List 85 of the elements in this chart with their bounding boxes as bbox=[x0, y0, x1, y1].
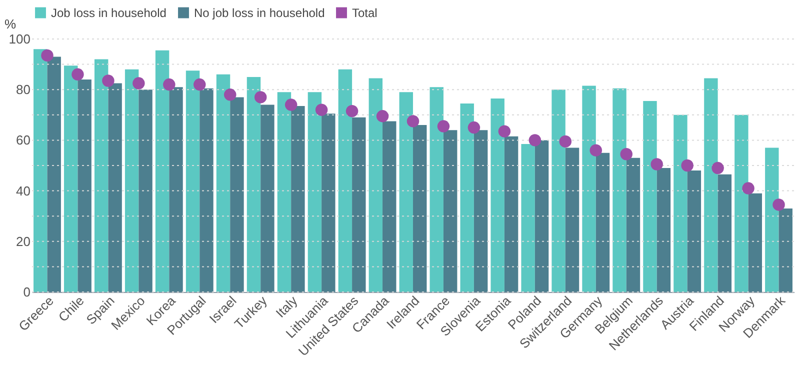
point bbox=[559, 135, 572, 148]
point bbox=[681, 159, 694, 172]
point bbox=[772, 198, 785, 211]
bar bbox=[490, 98, 504, 292]
bar bbox=[155, 50, 170, 292]
bar bbox=[124, 69, 139, 292]
bar bbox=[352, 117, 366, 292]
bar bbox=[322, 114, 336, 292]
y-tick-label: 0 bbox=[23, 284, 30, 300]
legend-label: Total bbox=[352, 6, 378, 20]
bar bbox=[656, 168, 671, 292]
point bbox=[712, 162, 724, 174]
point bbox=[590, 144, 602, 156]
bar bbox=[643, 100, 657, 292]
point bbox=[132, 77, 145, 90]
bar bbox=[582, 86, 596, 292]
point bbox=[742, 182, 754, 194]
bar bbox=[246, 76, 261, 292]
bar bbox=[474, 130, 488, 292]
y-tick-label: 60 bbox=[16, 132, 30, 148]
point bbox=[498, 125, 511, 138]
bar bbox=[704, 78, 718, 292]
bar bbox=[169, 87, 183, 292]
bar bbox=[734, 114, 748, 292]
point bbox=[650, 158, 663, 170]
point bbox=[194, 78, 206, 91]
bar bbox=[521, 144, 535, 292]
bar bbox=[674, 114, 688, 292]
point bbox=[163, 78, 176, 91]
bar bbox=[277, 92, 292, 292]
point bbox=[528, 134, 542, 146]
point bbox=[406, 115, 420, 128]
bar bbox=[78, 79, 92, 292]
bar bbox=[138, 90, 152, 292]
bar bbox=[200, 88, 214, 292]
bar bbox=[64, 66, 78, 292]
y-tick-label: 20 bbox=[16, 234, 30, 249]
point bbox=[346, 104, 358, 118]
bar bbox=[338, 69, 352, 292]
bar bbox=[443, 130, 458, 292]
bar bbox=[230, 97, 244, 292]
point bbox=[315, 104, 328, 116]
point bbox=[254, 91, 267, 104]
bar bbox=[765, 148, 779, 292]
y-tick-label: 40 bbox=[16, 183, 30, 198]
bar bbox=[748, 193, 762, 292]
point bbox=[41, 49, 54, 62]
y-axis-title: % bbox=[4, 16, 16, 32]
bar bbox=[460, 104, 474, 292]
point bbox=[72, 68, 84, 81]
bar bbox=[504, 136, 518, 292]
bar bbox=[382, 121, 396, 292]
bar bbox=[534, 140, 549, 292]
bar bbox=[94, 59, 108, 292]
bar bbox=[718, 174, 732, 292]
bar bbox=[34, 49, 48, 292]
bar bbox=[308, 92, 322, 292]
bar bbox=[186, 70, 200, 292]
y-tick-label: 100 bbox=[8, 32, 30, 46]
legend-label: No job loss in household bbox=[194, 6, 325, 20]
bar bbox=[399, 92, 413, 292]
point bbox=[102, 74, 114, 87]
y-tick-label: 80 bbox=[16, 82, 30, 98]
point bbox=[437, 120, 450, 132]
bar bbox=[626, 158, 640, 292]
bar bbox=[778, 208, 792, 292]
bar bbox=[260, 104, 274, 292]
bar bbox=[430, 87, 444, 292]
bar bbox=[596, 152, 610, 292]
point bbox=[224, 88, 236, 101]
point bbox=[468, 121, 480, 134]
bar bbox=[552, 90, 566, 292]
bar bbox=[47, 56, 61, 292]
bar bbox=[687, 170, 702, 292]
point bbox=[620, 148, 632, 160]
bar bbox=[291, 106, 305, 292]
legend-label: Job loss in household bbox=[51, 6, 166, 20]
bar bbox=[565, 148, 580, 292]
bar bbox=[413, 125, 427, 292]
bar bbox=[368, 78, 383, 292]
bar bbox=[216, 74, 230, 292]
bar bbox=[612, 88, 626, 292]
bar bbox=[108, 83, 122, 292]
point bbox=[284, 98, 298, 111]
point bbox=[376, 110, 389, 122]
